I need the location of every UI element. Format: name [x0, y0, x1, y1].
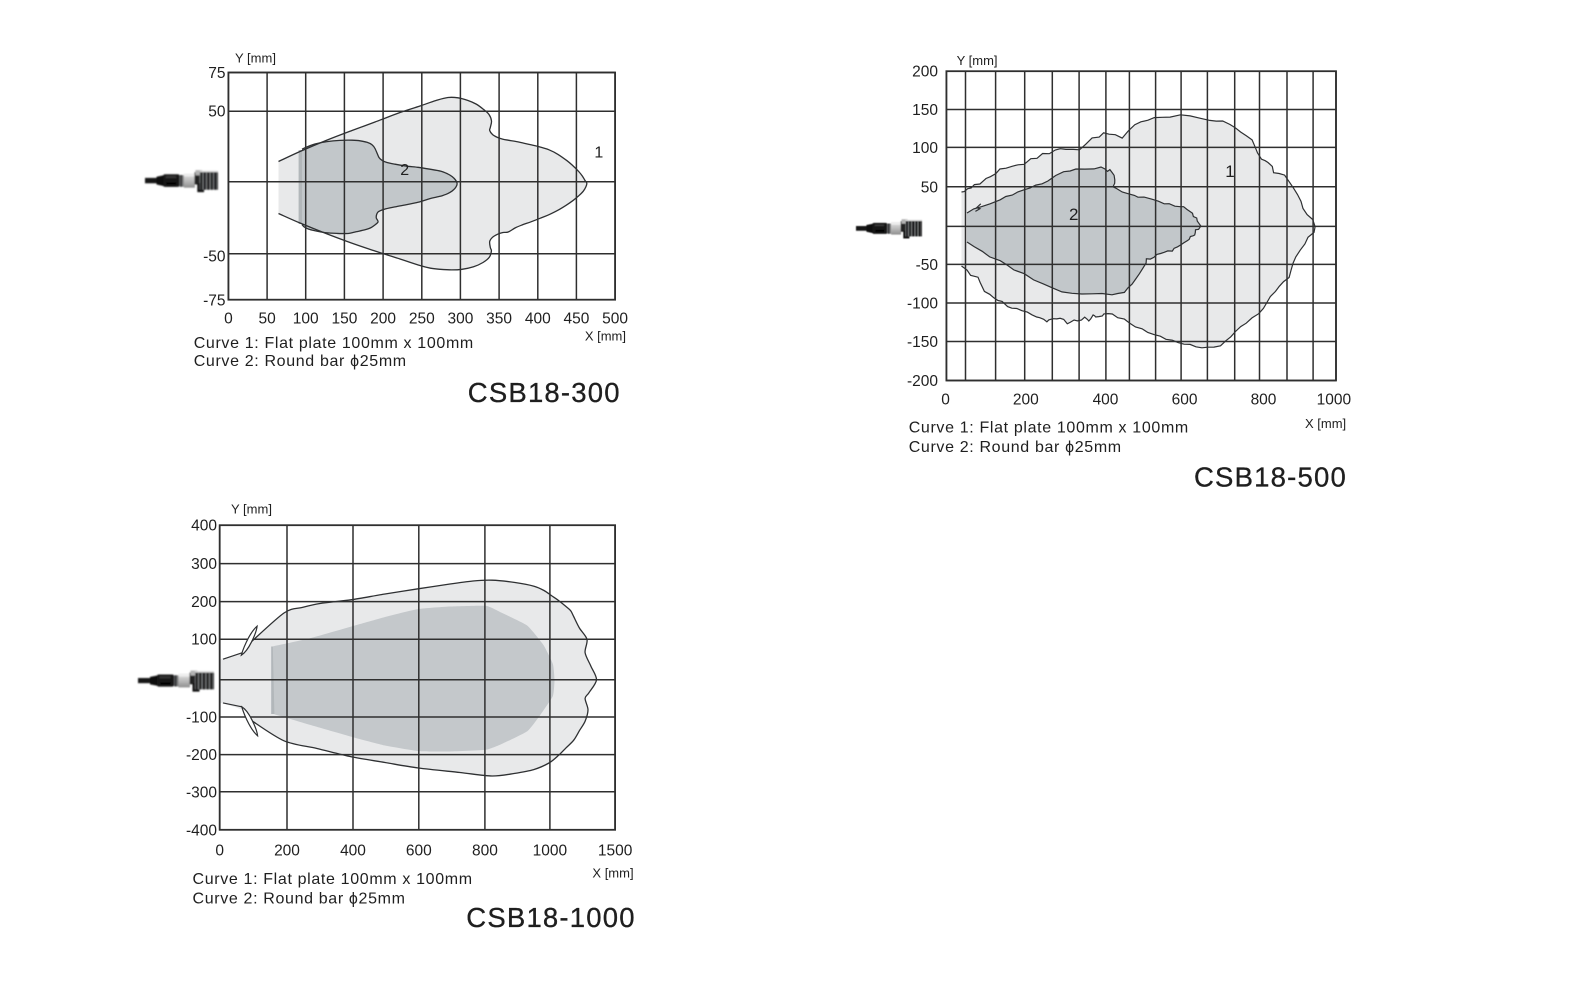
- svg-text:300: 300: [191, 556, 217, 573]
- svg-text:Curve 1: Flat plate 100mm x 10: Curve 1: Flat plate 100mm x 100mm: [193, 871, 473, 888]
- svg-text:300: 300: [447, 311, 473, 328]
- svg-text:400: 400: [1093, 392, 1119, 409]
- svg-text:-75: -75: [203, 293, 225, 310]
- svg-text:200: 200: [370, 311, 396, 328]
- svg-text:400: 400: [191, 518, 217, 535]
- svg-text:-400: -400: [186, 822, 217, 839]
- svg-text:2: 2: [400, 162, 409, 179]
- svg-text:-50: -50: [203, 249, 226, 266]
- svg-text:Curve 2: Round bar ϕ25mm: Curve 2: Round bar ϕ25mm: [193, 890, 406, 907]
- svg-text:400: 400: [340, 842, 366, 859]
- svg-text:CSB18-500: CSB18-500: [1194, 461, 1347, 492]
- svg-text:0: 0: [224, 311, 233, 328]
- svg-text:-300: -300: [186, 784, 217, 801]
- svg-text:50: 50: [208, 104, 226, 121]
- svg-text:X [mm]: X [mm]: [592, 866, 633, 881]
- svg-text:-100: -100: [186, 710, 217, 727]
- svg-text:1: 1: [594, 145, 603, 162]
- svg-text:100: 100: [912, 140, 938, 157]
- svg-text:-50: -50: [916, 257, 939, 274]
- svg-text:200: 200: [1013, 392, 1039, 409]
- svg-text:-200: -200: [186, 747, 217, 764]
- svg-text:350: 350: [486, 311, 512, 328]
- svg-text:200: 200: [191, 594, 217, 611]
- svg-text:Curve 1: Flat plate 100mm x 10: Curve 1: Flat plate 100mm x 100mm: [909, 419, 1189, 436]
- svg-text:600: 600: [1172, 392, 1198, 409]
- svg-text:50: 50: [921, 179, 939, 196]
- svg-text:1: 1: [1225, 162, 1234, 181]
- svg-text:200: 200: [274, 842, 300, 859]
- svg-text:400: 400: [525, 311, 551, 328]
- svg-text:1000: 1000: [1317, 392, 1352, 409]
- svg-text:75: 75: [208, 65, 225, 82]
- svg-text:CSB18-1000: CSB18-1000: [466, 902, 635, 933]
- svg-text:250: 250: [409, 311, 435, 328]
- svg-text:Y [mm]: Y [mm]: [231, 502, 272, 517]
- svg-text:Curve 2: Round bar ϕ25mm: Curve 2: Round bar ϕ25mm: [909, 439, 1122, 456]
- svg-text:2: 2: [1069, 205, 1078, 224]
- svg-text:X [mm]: X [mm]: [1305, 416, 1346, 431]
- svg-text:Curve 1: Flat plate 100mm x 10: Curve 1: Flat plate 100mm x 100mm: [194, 335, 474, 352]
- svg-text:0: 0: [215, 842, 224, 859]
- svg-text:150: 150: [912, 102, 938, 119]
- svg-text:100: 100: [191, 632, 217, 649]
- svg-text:800: 800: [472, 842, 498, 859]
- svg-text:500: 500: [602, 311, 628, 328]
- svg-text:1500: 1500: [598, 842, 633, 859]
- svg-text:-100: -100: [907, 296, 938, 313]
- svg-text:50: 50: [258, 311, 276, 328]
- svg-text:0: 0: [941, 392, 950, 409]
- svg-text:450: 450: [563, 311, 589, 328]
- svg-text:600: 600: [406, 842, 432, 859]
- svg-text:CSB18-300: CSB18-300: [468, 377, 621, 408]
- svg-text:-150: -150: [907, 334, 938, 351]
- svg-text:Y [mm]: Y [mm]: [235, 51, 276, 66]
- svg-text:200: 200: [912, 64, 938, 81]
- svg-text:Y [mm]: Y [mm]: [957, 53, 998, 68]
- svg-text:150: 150: [331, 311, 357, 328]
- svg-text:1000: 1000: [533, 842, 568, 859]
- svg-text:-200: -200: [907, 373, 938, 390]
- svg-text:800: 800: [1251, 392, 1277, 409]
- svg-text:100: 100: [293, 311, 319, 328]
- svg-text:X [mm]: X [mm]: [585, 329, 626, 344]
- svg-text:Curve 2: Round bar ϕ25mm: Curve 2: Round bar ϕ25mm: [194, 353, 407, 370]
